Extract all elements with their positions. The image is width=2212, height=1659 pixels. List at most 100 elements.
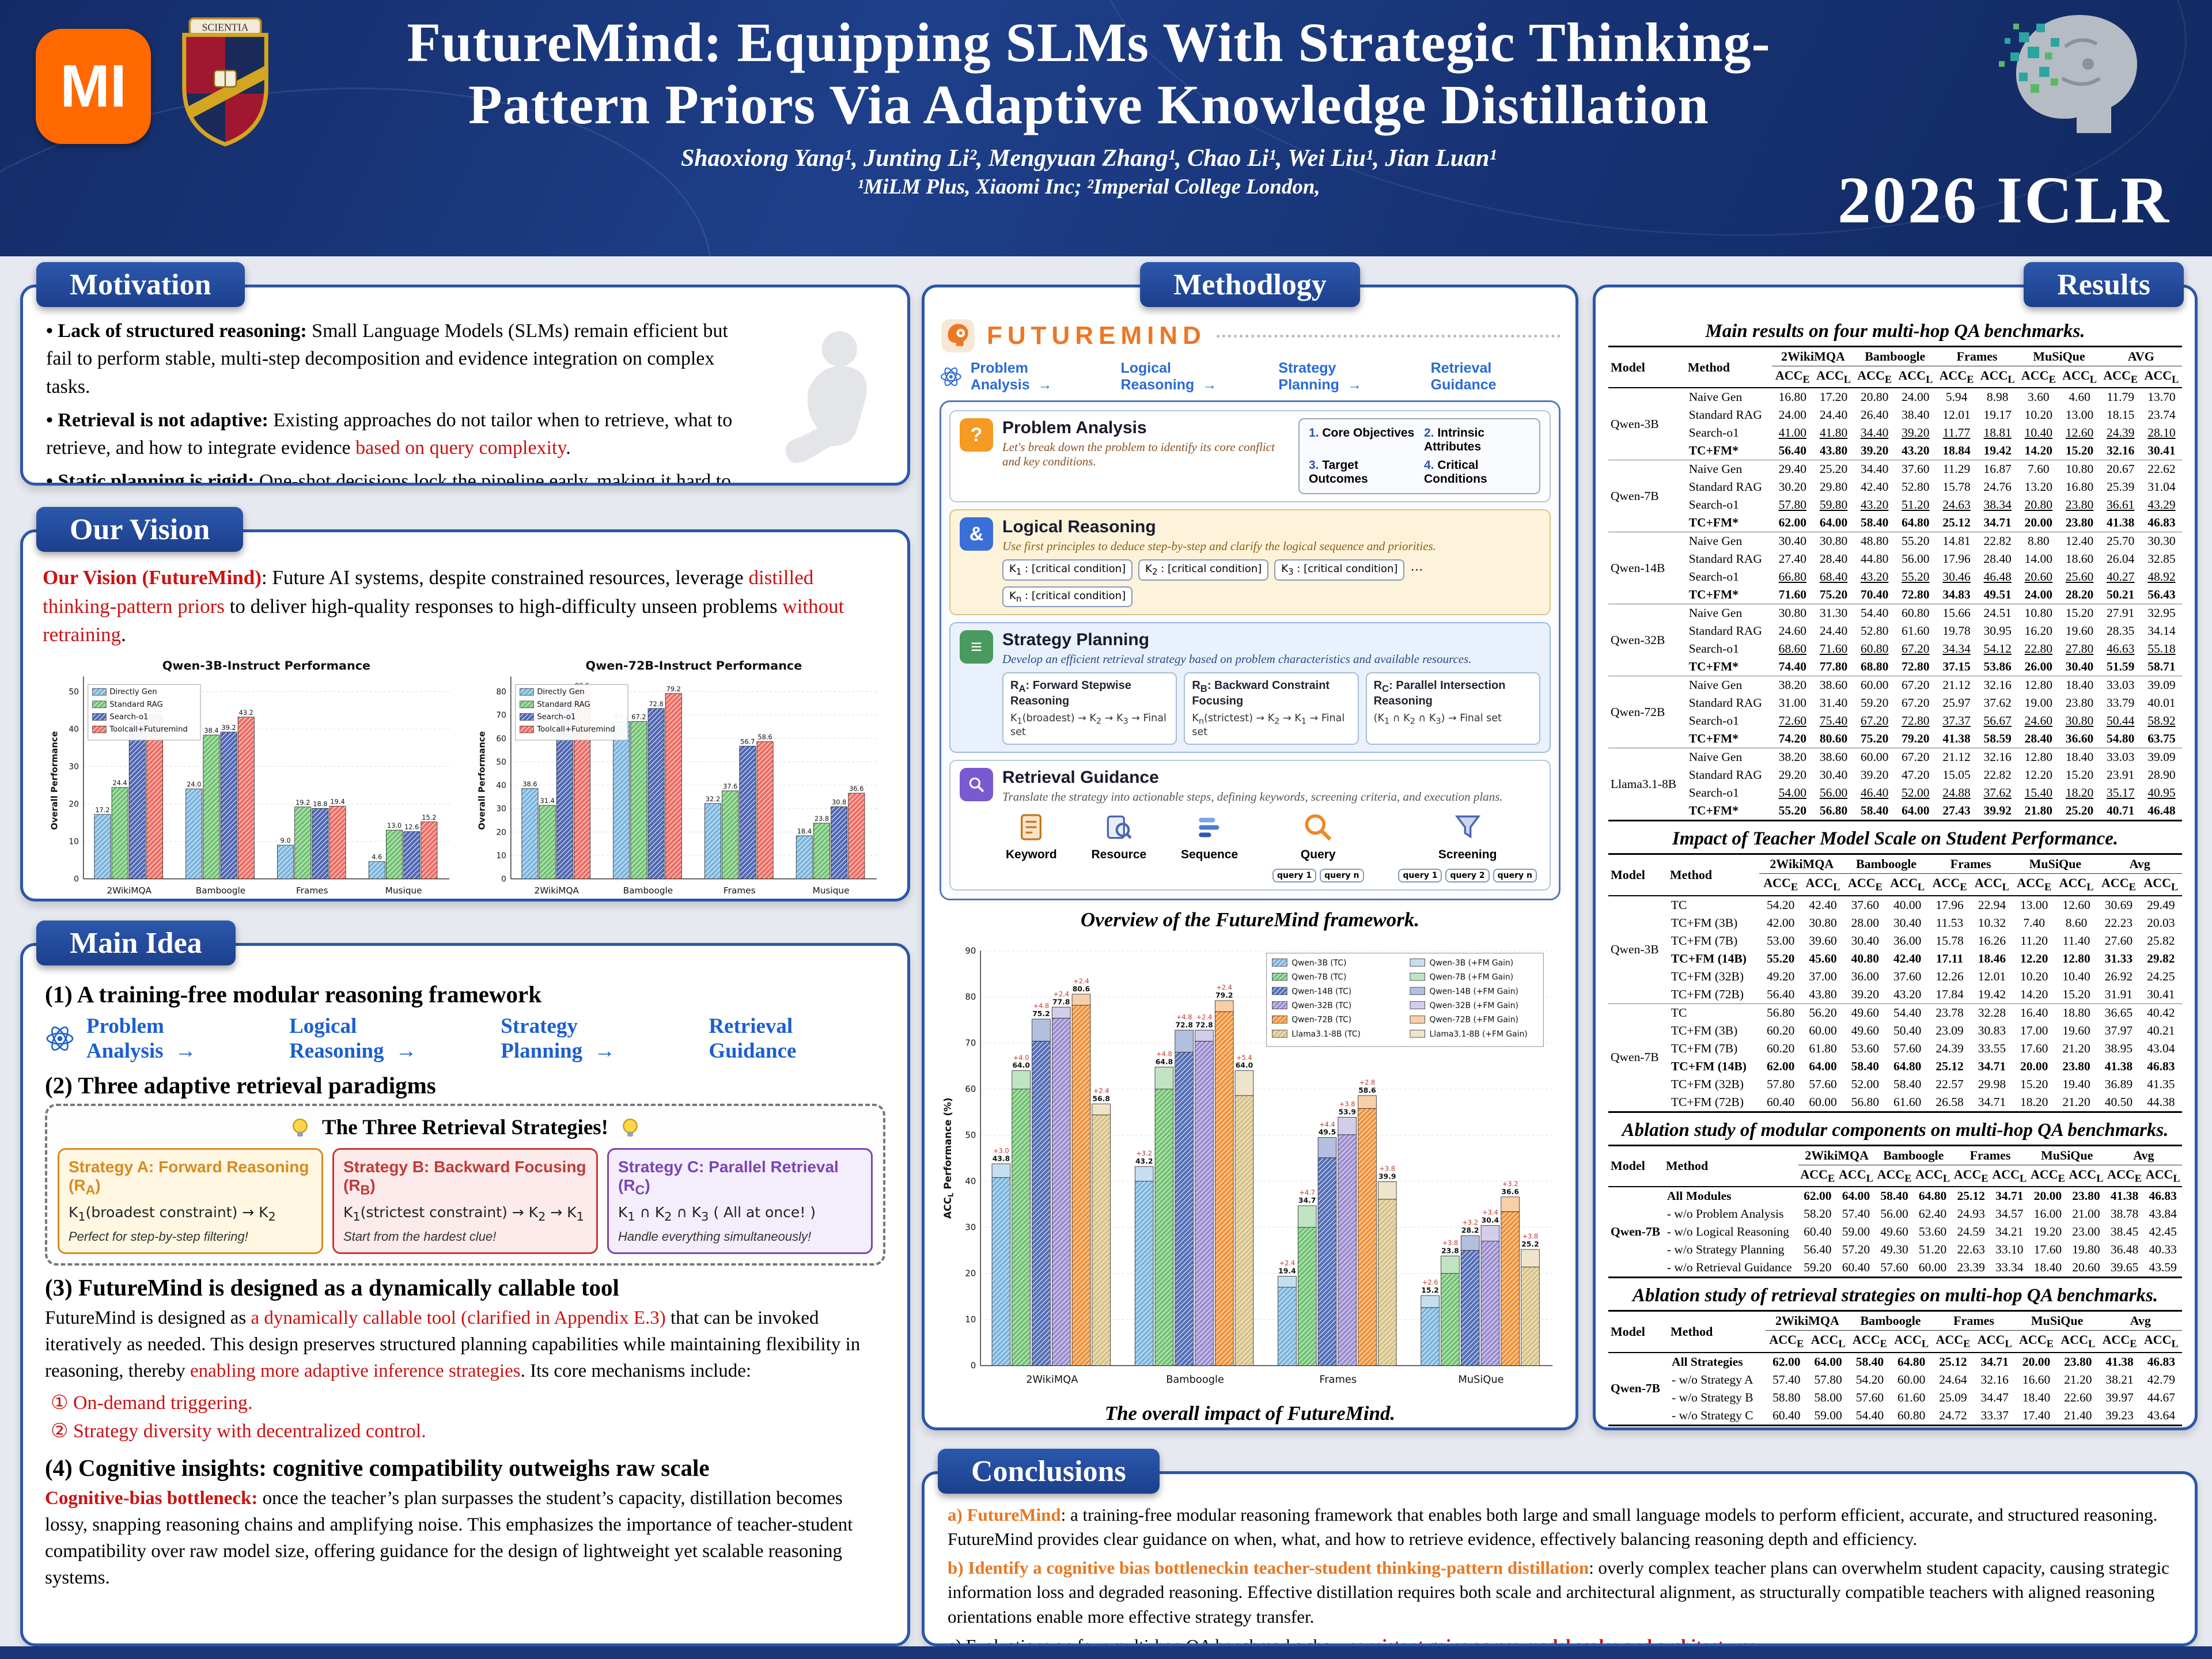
svg-text:+2.4: +2.4 xyxy=(1093,1086,1109,1094)
main-idea-point-1: (1) A training-free modular reasoning fr… xyxy=(45,981,542,1007)
sequence-step: Sequence xyxy=(1181,811,1238,862)
svg-text:+2.4: +2.4 xyxy=(1279,1259,1296,1267)
svg-text:Search-o1: Search-o1 xyxy=(109,713,148,722)
resource-step: Resource xyxy=(1091,811,1146,862)
svg-text:Standard RAG: Standard RAG xyxy=(537,700,590,709)
strategies-banner-text: The Three Retrieval Strategies! xyxy=(322,1116,608,1139)
methodology-section: Methodlogy FUTUREMIND xyxy=(922,262,1578,1430)
strategy-c-card: Strategy C: Parallel Retrieval (RC) K1 ∩… xyxy=(607,1148,873,1254)
svg-text:38.4: 38.4 xyxy=(204,726,218,734)
svg-text:34.7: 34.7 xyxy=(1298,1196,1316,1205)
xiaomi-logo: MI xyxy=(36,29,151,144)
table-row: TC+FM (32B) 49.20 37.00 36.00 37.60 12.26 12.0… xyxy=(1671,969,2175,983)
results-header: Results xyxy=(2024,262,2184,307)
text-segment: Our Vision (FutureMind) xyxy=(43,566,262,589)
conclusions-header: Conclusions xyxy=(938,1449,1160,1494)
framework-diagram: ? Problem Analysis Let's break down the … xyxy=(940,400,1560,900)
svg-text:Overall Performance: Overall Performance xyxy=(50,731,59,830)
svg-text:79.2: 79.2 xyxy=(1215,991,1233,999)
svg-text:Qwen-32B (+FM Gain): Qwen-32B (+FM Gain) xyxy=(1430,1001,1518,1010)
chip: K2 : [critical condition] xyxy=(1138,559,1269,581)
text-segment: that can be invoked iteratively as neede… xyxy=(45,1307,861,1381)
keyword-label: Keyword xyxy=(1006,847,1057,861)
results-section: Results Main results on four multi-hop Q… xyxy=(1593,262,2198,1430)
svg-text:Bamboogle: Bamboogle xyxy=(1166,1373,1224,1385)
table-row: Search-o1 72.60 75.40 67.20 72.80 37.37 56.67 2… xyxy=(1688,714,2176,728)
svg-text:18.8: 18.8 xyxy=(313,800,327,808)
keyword-step: Keyword xyxy=(1006,811,1057,862)
text-segment: a dynamically callable tool (clarified i… xyxy=(251,1307,666,1328)
motivation-bullet-2: • Retrieval is not adaptive: Existing ap… xyxy=(46,407,734,463)
poster-title-line2: Pattern Priors Via Adaptive Knowledge Di… xyxy=(468,73,1709,135)
main-idea-point-4: (4) Cognitive insights: cognitive compat… xyxy=(45,1454,710,1481)
svg-text:19.2: 19.2 xyxy=(296,798,310,806)
atom-icon xyxy=(940,367,961,387)
svg-text:67.2: 67.2 xyxy=(631,713,646,721)
results-table: Model Method 2WikiMQA Bamboogle Frames MuSiQu… xyxy=(1608,853,2182,1113)
analysis-item: 2. Intrinsic Attributes xyxy=(1424,426,1485,453)
motivation-header: Motivation xyxy=(36,262,245,307)
text-segment: b) xyxy=(948,1558,968,1578)
imperial-college-crest: SCIENTIA xyxy=(171,15,280,156)
svg-text:30: 30 xyxy=(496,805,506,814)
svg-text:19.4: 19.4 xyxy=(1278,1267,1296,1275)
flow-step: Logical Reasoning xyxy=(1120,360,1270,393)
flow-step: Logical Reasoning xyxy=(289,1014,489,1063)
futuremind-brand: FUTUREMIND xyxy=(940,317,1560,354)
table-row: - w/o Problem Analysis 58.20 57.40 56.00 62.… xyxy=(1666,1207,2177,1221)
svg-text:40: 40 xyxy=(496,781,506,790)
flow-step: Retrieval Guidance xyxy=(709,1014,797,1063)
svg-text:+3.8: +3.8 xyxy=(1339,1100,1355,1108)
svg-text:53.9: 53.9 xyxy=(1338,1108,1356,1116)
svg-text:+5.4: +5.4 xyxy=(1236,1054,1252,1062)
svg-text:40: 40 xyxy=(69,725,79,734)
screening-label: Screening xyxy=(1438,847,1497,861)
svg-text:Toolcall+Futuremind: Toolcall+Futuremind xyxy=(536,725,615,734)
main-idea-point-2: (2) Three adaptive retrieval paradigms xyxy=(45,1072,436,1099)
table-row: Search-o1 41.00 41.80 34.40 39.20 11.77 18.81 1… xyxy=(1688,426,2176,440)
text-segment: : Future AI systems, despite constrained… xyxy=(261,566,749,589)
framework-flow: Problem AnalysisLogical ReasoningStrateg… xyxy=(45,1014,885,1063)
svg-text:77.8: 77.8 xyxy=(1052,998,1070,1006)
table-row: - w/o Strategy B 58.80 58.00 57.60 61.60 25.0… xyxy=(1672,1390,2176,1404)
table-row: TC+FM* 62.00 64.00 58.40 64.80 25.12 34.71 20.0… xyxy=(1688,516,2176,530)
poster-title-line1: FutureMind: Equipping SLMs With Strategi… xyxy=(407,12,1771,73)
strategy-mini-card: RB: Backward Constraint Focusing Kn(stric… xyxy=(1184,672,1359,745)
svg-text:+3.2: +3.2 xyxy=(1136,1149,1152,1157)
svg-text:MuSiQue: MuSiQue xyxy=(1458,1373,1503,1385)
svg-text:+4.8: +4.8 xyxy=(1176,1013,1192,1021)
lightbulb-icon xyxy=(623,1118,638,1137)
table-row: Standard RAG 27.40 28.40 44.80 56.00 17.96 28.… xyxy=(1688,552,2176,566)
flow-step: Problem Analysis xyxy=(86,1014,278,1063)
retrieval-strategies-panel: The Three Retrieval Strategies! Strategy… xyxy=(45,1104,885,1266)
strategy-a-title: Strategy A: Forward Reasoning (RA) xyxy=(69,1158,309,1198)
svg-text:72.8: 72.8 xyxy=(1195,1021,1213,1029)
table-row: Qwen-3B TC 54.20 42.40 37.60 40.00 17.96 22.94 1… xyxy=(1611,897,2175,957)
svg-text:20: 20 xyxy=(965,1268,976,1278)
svg-text:+3.2: +3.2 xyxy=(1502,1180,1518,1188)
xiaomi-logo-text: MI xyxy=(60,52,127,120)
table-caption: Ablation study of modular components on … xyxy=(1622,1119,2169,1141)
svg-text:Directly Gen: Directly Gen xyxy=(537,688,585,696)
svg-text:56.8: 56.8 xyxy=(1092,1094,1110,1103)
svg-text:23.8: 23.8 xyxy=(814,815,828,823)
overall-impact-chart: 0 10 20 30 40 50 60 70 80 90 ACCL Performance (%) 2… xyxy=(940,936,1560,1394)
motivation-box: • Lack of structured reasoning: Small La… xyxy=(20,285,910,486)
table-caption: Ablation study of retrieval strategies o… xyxy=(1632,1285,2158,1306)
flow-step: Strategy Planning xyxy=(501,1014,697,1063)
svg-text:72.8: 72.8 xyxy=(649,700,663,708)
svg-text:Bamboogle: Bamboogle xyxy=(623,885,672,896)
lab-brain-logo xyxy=(1976,3,2149,150)
svg-text:10: 10 xyxy=(69,838,79,847)
table-row: TC+FM (32B) 57.80 57.60 52.00 58.40 22.57 29.9… xyxy=(1671,1077,2175,1091)
logical-reasoning-desc: Use first principles to deduce step-by-s… xyxy=(1002,539,1436,553)
strategy-planning-title: Strategy Planning xyxy=(1002,630,1150,650)
framework-caption: Overview of the FutureMind framework. xyxy=(1080,908,1420,931)
text-segment: : overly complex teacher plans can overw… xyxy=(948,1558,2169,1627)
crest-graphic: SCIENTIA xyxy=(182,17,268,147)
text-segment: enabling more adaptive inference strateg… xyxy=(190,1360,521,1381)
text-segment: based on query complexity xyxy=(355,437,566,459)
text-segment: . xyxy=(566,437,571,459)
svg-text:+4.0: +4.0 xyxy=(1013,1054,1029,1062)
qwen3b-performance-chart: 0 10 20 30 40 50 Qwen-3B-Instruct Performance O… xyxy=(43,656,461,899)
